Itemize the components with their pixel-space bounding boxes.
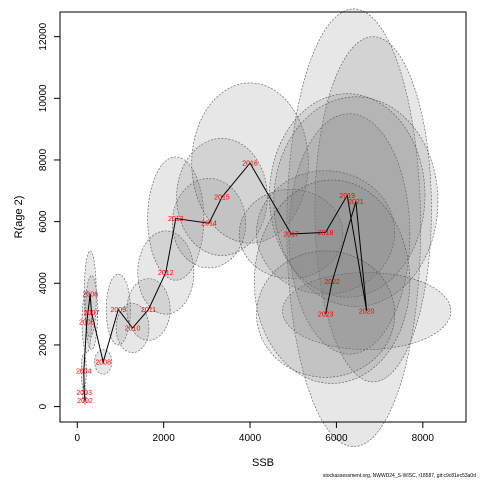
year-label-2017: 2017 [283,231,299,238]
x-axis-title: SSB [252,457,274,469]
year-label-2006: 2006 [82,292,98,299]
year-label-2004: 2004 [76,369,92,376]
year-label-2007: 2007 [84,310,100,317]
y-tick-label: 6000 [38,210,49,233]
y-tick-label: 12000 [38,22,49,50]
year-label-2014: 2014 [201,221,217,228]
year-label-2003: 2003 [76,390,92,397]
big-uncertainty-ellipse [314,36,432,383]
year-label-2019: 2019 [339,193,355,200]
footer-credit: stockassessment.org, NWWD24_S-WISC, r185… [323,473,476,479]
year-label-2008: 2008 [95,359,111,366]
uncertainty-ellipses [80,8,452,447]
year-label-2012: 2012 [158,270,174,277]
year-label-2010: 2010 [125,325,141,332]
year-label-2016: 2016 [242,161,258,168]
y-axis: 0 2000 4000 6000 8000 10000 12000 [38,22,61,409]
year-label-2021: 2021 [348,199,364,206]
x-tick-label: 4000 [239,433,262,444]
x-tick-label: 8000 [412,433,435,444]
year-label-2022: 2022 [324,279,340,286]
year-label-2013: 2013 [168,216,184,223]
year-label-2018: 2018 [318,230,334,237]
trajectory-line [83,162,368,401]
year-label-2015: 2015 [214,194,230,201]
year-label-2002: 2002 [77,398,93,405]
x-tick-label: 0 [74,433,80,444]
year-label-2009: 2009 [111,307,127,314]
y-tick-label: 2000 [38,333,49,356]
y-tick-label: 10000 [38,84,49,112]
y-tick-label: 4000 [38,272,49,295]
year-label-2011: 2011 [141,307,156,314]
year-label-2020: 2020 [359,309,375,316]
y-tick-label: 8000 [38,148,49,171]
year-label-2023: 2023 [318,312,334,319]
y-axis-title: R(age 2) [13,196,25,239]
year-label-2005: 2005 [79,319,95,326]
x-tick-label: 2000 [153,433,176,444]
x-tick-label: 6000 [325,433,348,444]
y-tick-label: 0 [38,403,49,409]
x-axis: 0 2000 4000 6000 8000 [74,421,435,444]
uncertainty-ellipse-2002 [82,396,88,405]
